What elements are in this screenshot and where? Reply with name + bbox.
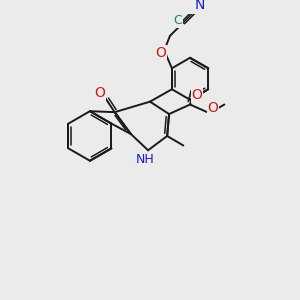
Text: NH: NH <box>136 153 154 166</box>
Text: N: N <box>194 0 205 12</box>
Text: C: C <box>173 14 182 27</box>
Text: O: O <box>155 46 166 60</box>
Text: O: O <box>191 88 202 102</box>
Text: O: O <box>208 101 218 115</box>
Text: O: O <box>94 86 105 100</box>
